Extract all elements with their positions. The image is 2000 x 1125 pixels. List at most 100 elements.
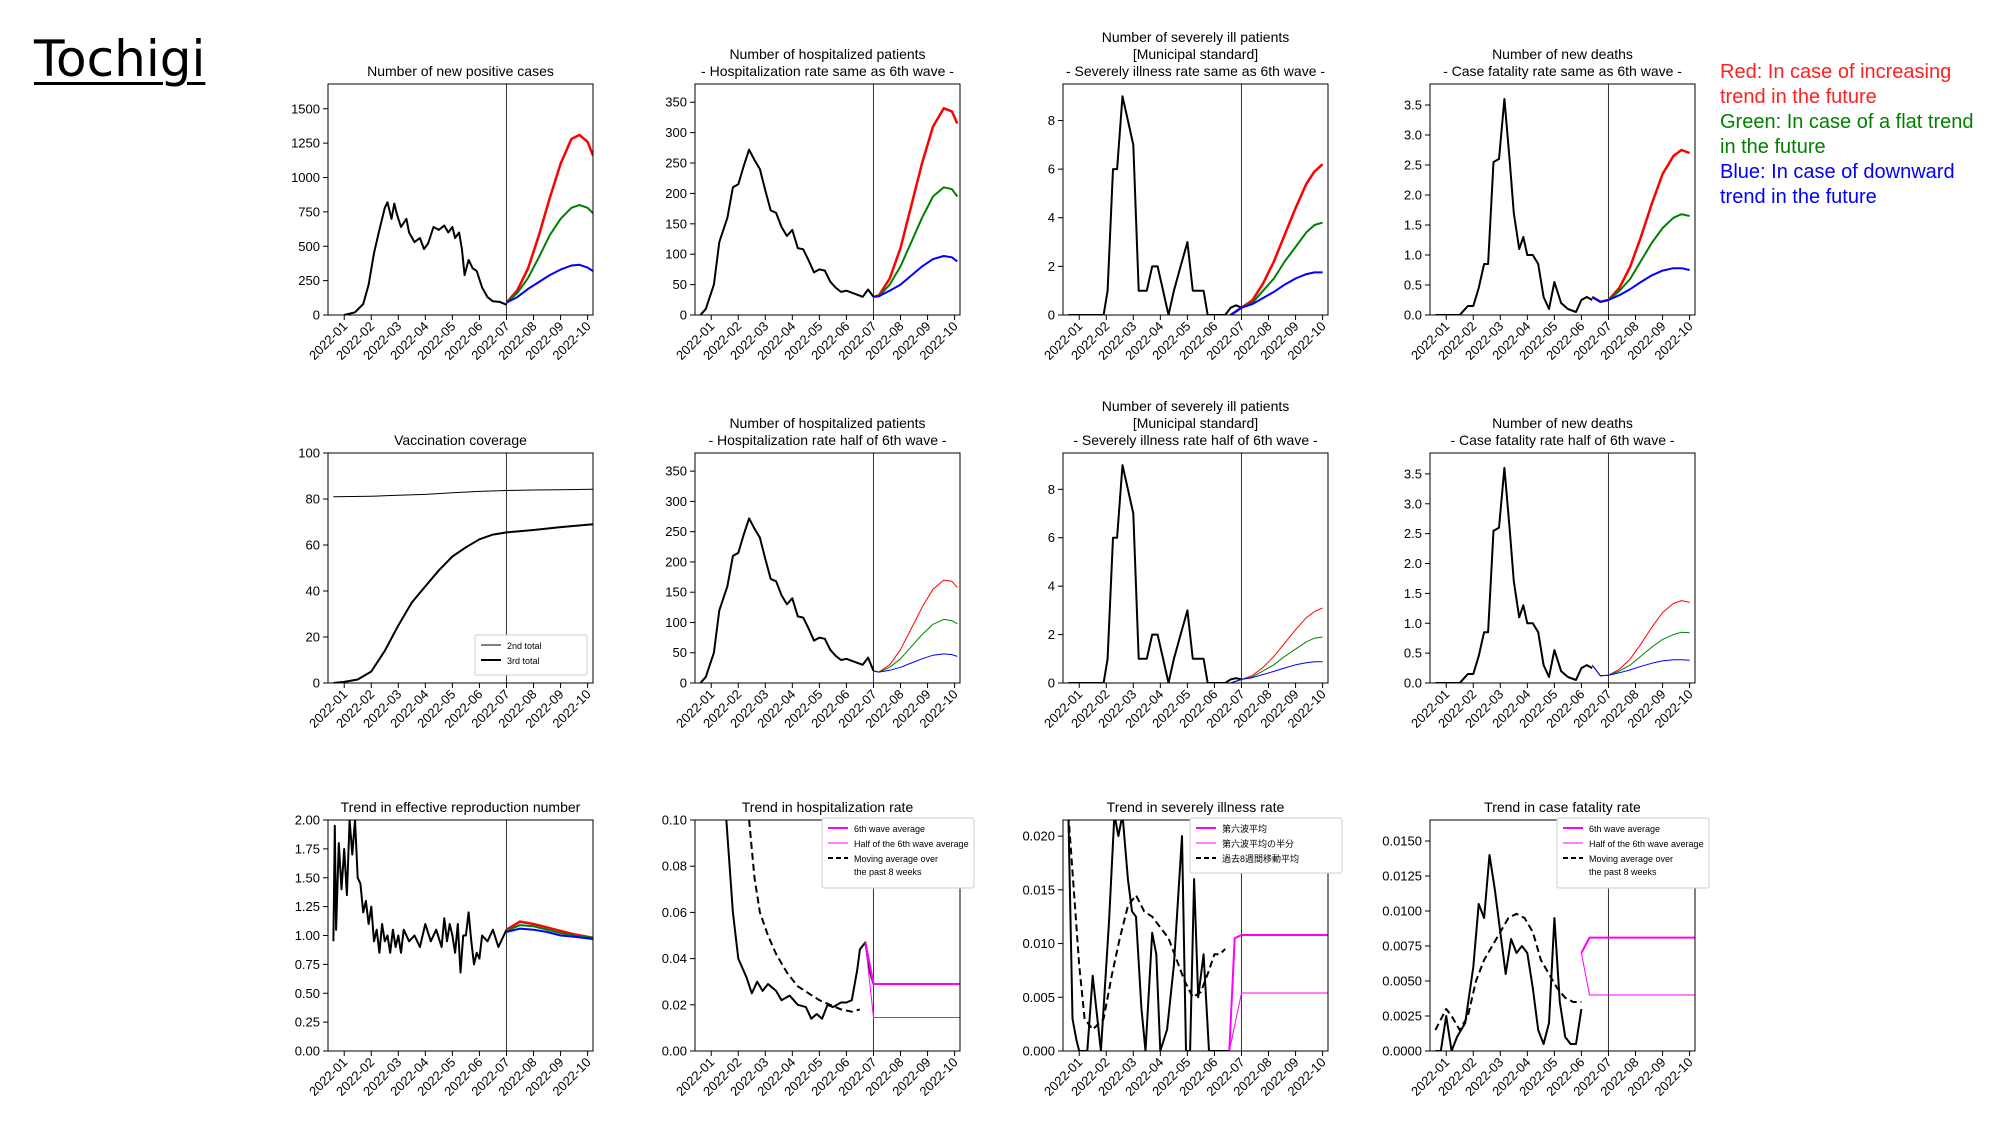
y-tick-label: 0.0075 bbox=[1382, 939, 1422, 954]
chart-title-line: Trend in severely illness rate bbox=[1107, 799, 1285, 815]
chart-effective-reproduction: Trend in effective reproduction number 0.… bbox=[295, 799, 594, 1099]
y-tick-label: 0.0025 bbox=[1382, 1009, 1422, 1024]
series-line-green bbox=[1230, 636, 1323, 683]
series-line-magenta bbox=[1580, 936, 1695, 954]
chart-title-line: Number of new deaths bbox=[1492, 46, 1633, 62]
series-line-red bbox=[505, 133, 593, 304]
chart-legend: 2nd total 3rd total bbox=[474, 634, 588, 676]
y-tick-label: 500 bbox=[298, 239, 320, 254]
series-line-blue bbox=[506, 263, 593, 304]
y-tick-label: 2.00 bbox=[295, 813, 320, 828]
legend-label: 3rd total bbox=[507, 656, 540, 666]
y-tick-label: 0.08 bbox=[662, 859, 687, 874]
y-tick-label: 0.0050 bbox=[1382, 974, 1422, 989]
series-line-black bbox=[1067, 820, 1226, 1031]
chart-title-line: [Municipal standard] bbox=[1133, 415, 1258, 431]
y-tick-label: 750 bbox=[298, 204, 320, 219]
legend-label: 2nd total bbox=[507, 641, 542, 651]
y-tick-label: 250 bbox=[665, 156, 687, 171]
series-line-red bbox=[1591, 148, 1691, 304]
chart-case-fatality-rate: Trend in case fatality rate 0.0000 0.0025 0… bbox=[1382, 799, 1710, 1099]
y-tick-label: 1.00 bbox=[295, 928, 320, 943]
y-tick-label: 3.0 bbox=[1404, 128, 1422, 143]
y-tick-label: 0.06 bbox=[662, 905, 687, 920]
y-tick-label: 1.5 bbox=[1404, 586, 1422, 601]
y-tick-label: 1500 bbox=[291, 101, 320, 116]
series-line-magenta bbox=[864, 942, 960, 985]
y-tick-label: 0.10 bbox=[662, 813, 687, 828]
y-tick-label: 8 bbox=[1048, 482, 1055, 497]
y-tick-label: 1.5 bbox=[1404, 218, 1422, 233]
plot-frame bbox=[694, 452, 961, 684]
y-tick-label: 3.0 bbox=[1404, 496, 1422, 511]
series-line-black bbox=[1435, 98, 1593, 315]
series-line-black bbox=[699, 148, 875, 315]
y-tick-label: 100 bbox=[298, 446, 320, 461]
y-tick-label: 40 bbox=[306, 584, 320, 599]
plot-frame bbox=[327, 83, 594, 316]
y-tick-label: 1.25 bbox=[295, 899, 320, 914]
plot-frame bbox=[1062, 452, 1329, 684]
y-tick-label: 300 bbox=[665, 494, 687, 509]
legend-label: Moving average over bbox=[1589, 854, 1673, 864]
y-tick-label: 0.0000 bbox=[1382, 1044, 1422, 1059]
y-tick-label: 3.5 bbox=[1404, 466, 1422, 481]
chart-severely-illness-rate: Trend in severely illness rate 0.000 0.005… bbox=[1022, 799, 1343, 1099]
y-tick-label: 0.005 bbox=[1022, 990, 1055, 1005]
chart-severely-ill-same: Number of severely ill patients[Municipa… bbox=[1041, 29, 1329, 363]
legend-label: Half of the 6th wave average bbox=[1589, 839, 1704, 849]
y-tick-label: 0.5 bbox=[1404, 278, 1422, 293]
legend-label: Half of the 6th wave average bbox=[854, 839, 969, 849]
chart-title-line: Number of severely ill patients bbox=[1102, 398, 1290, 414]
chart-title-line: - Case fatality rate half of 6th wave - bbox=[1450, 432, 1674, 448]
series-line-red bbox=[505, 920, 593, 940]
y-tick-label: 0.50 bbox=[295, 986, 320, 1001]
legend-label: 6th wave average bbox=[854, 824, 925, 834]
y-tick-label: 80 bbox=[306, 492, 320, 507]
chart-title-line: Trend in effective reproduction number bbox=[341, 799, 581, 815]
series-line-black bbox=[1435, 854, 1583, 1051]
y-tick-label: 350 bbox=[665, 95, 687, 110]
series-line-red bbox=[1230, 163, 1324, 315]
y-tick-label: 0.0 bbox=[1404, 676, 1422, 691]
y-tick-label: 0.25 bbox=[295, 1015, 320, 1030]
y-tick-label: 2 bbox=[1048, 259, 1055, 274]
y-tick-label: 0.015 bbox=[1022, 882, 1055, 897]
y-tick-label: 2.0 bbox=[1404, 188, 1422, 203]
chart-new-deaths-half: Number of new deaths- Case fatality rate… bbox=[1404, 415, 1696, 731]
chart-new-deaths-same: Number of new deaths- Case fatality rate… bbox=[1404, 46, 1696, 363]
series-line-blue bbox=[1230, 271, 1323, 315]
series-line-green bbox=[873, 186, 959, 298]
series-line-red bbox=[873, 107, 959, 299]
y-tick-label: 0.0100 bbox=[1382, 904, 1422, 919]
chart-severely-ill-half: Number of severely ill patients[Municipa… bbox=[1041, 398, 1329, 731]
chart-title-line: - Hospitalization rate half of 6th wave … bbox=[708, 432, 946, 448]
chart-title-line: - Severely illness rate half of 6th wave… bbox=[1073, 432, 1318, 448]
legend-label: 過去8週間移動平均 bbox=[1222, 853, 1299, 864]
plot-frame bbox=[327, 452, 594, 684]
series-line-black bbox=[748, 820, 861, 1013]
chart-new-positive-cases: Number of new positive cases 0 250 500 750 10… bbox=[291, 63, 594, 363]
y-tick-label: 2.5 bbox=[1404, 526, 1422, 541]
chart-title-line: Number of hospitalized patients bbox=[729, 46, 925, 62]
y-tick-label: 6 bbox=[1048, 162, 1055, 177]
series-line-black bbox=[699, 517, 875, 683]
plot-frame bbox=[327, 819, 594, 1052]
legend-label: 第六波平均 bbox=[1222, 823, 1267, 834]
y-tick-label: 0.0 bbox=[1404, 308, 1422, 323]
y-tick-label: 0.02 bbox=[662, 997, 687, 1012]
legend-label: 第六波平均の半分 bbox=[1222, 838, 1294, 849]
chart-title-line: Trend in hospitalization rate bbox=[742, 799, 914, 815]
y-tick-label: 0 bbox=[1048, 676, 1055, 691]
y-tick-label: 1000 bbox=[291, 170, 320, 185]
y-tick-label: 8 bbox=[1048, 113, 1055, 128]
y-tick-label: 4 bbox=[1048, 579, 1055, 594]
legend-note-red: Red: In case of increasing trend in the … bbox=[1720, 61, 1952, 108]
plot-frame bbox=[1062, 83, 1329, 316]
y-tick-label: 1250 bbox=[291, 136, 320, 151]
series-line-black bbox=[700, 820, 875, 1020]
y-tick-label: 300 bbox=[665, 125, 687, 140]
series-line-magenta bbox=[1228, 992, 1328, 1051]
y-tick-label: 0.000 bbox=[1022, 1044, 1055, 1059]
